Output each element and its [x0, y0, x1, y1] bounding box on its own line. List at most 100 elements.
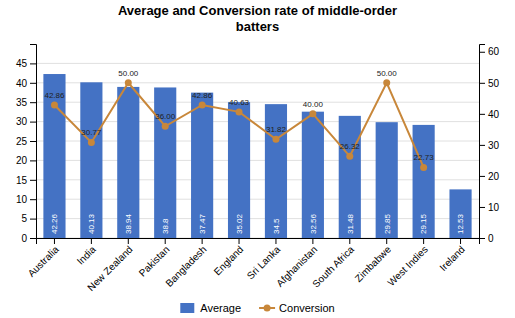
tick-label: 45 — [16, 58, 28, 69]
data-label: 38.8 — [161, 218, 170, 234]
tick: Bangladesh — [163, 238, 208, 289]
legend-label: Average — [200, 302, 241, 314]
tick: India — [75, 238, 98, 267]
tick: 50 — [479, 78, 500, 89]
data-label: 50.00 — [377, 69, 398, 78]
tick: West Indies — [385, 238, 430, 288]
marker — [420, 164, 427, 171]
data-label: 31.82 — [266, 125, 287, 134]
tick-label: South Africa — [310, 243, 356, 289]
tick-label: Australia — [26, 243, 62, 279]
tick-mark — [30, 63, 36, 64]
tick-label: 40 — [488, 109, 500, 120]
plot: 42.2640.1338.9438.837.4735.0234.532.5631… — [16, 45, 500, 294]
tick: 0 — [21, 233, 36, 244]
data-label: 50.00 — [118, 69, 139, 78]
marker — [236, 108, 243, 115]
tick-mark — [30, 219, 36, 220]
tick-mark — [30, 102, 36, 103]
tick: New Zealand — [85, 238, 134, 293]
legend-label: Conversion — [279, 302, 335, 314]
data-label: 34.5 — [272, 218, 281, 234]
legend-item: Average — [180, 302, 241, 314]
tick-mark — [91, 238, 92, 244]
tick-mark — [479, 83, 485, 84]
tick-label: 0 — [21, 233, 27, 244]
tick-mark — [30, 160, 36, 161]
data-label: 36.00 — [155, 112, 176, 121]
bar — [265, 104, 287, 238]
tick-label: Sri Lanka — [245, 243, 283, 281]
legend-item: Conversion — [259, 302, 335, 314]
data-label: 29.15 — [419, 213, 428, 234]
bar — [228, 102, 250, 238]
tick-mark — [54, 238, 55, 244]
marker — [125, 79, 132, 86]
axis-line — [480, 45, 486, 239]
tick-mark — [30, 180, 36, 181]
tick: 10 — [16, 194, 36, 205]
tick-mark — [423, 238, 424, 244]
marker — [199, 101, 206, 108]
bar — [376, 122, 398, 238]
tick: England — [212, 238, 246, 277]
tick-label: India — [75, 243, 98, 266]
data-label: 42.86 — [192, 91, 213, 100]
tick-mark — [479, 176, 485, 177]
tick-label: New Zealand — [85, 244, 134, 293]
tick-mark — [460, 238, 461, 244]
tick: 40 — [479, 109, 500, 120]
data-label: 42.86 — [44, 91, 65, 100]
x-axis: Australia IndiaNew ZealandPakistanBanglad… — [26, 238, 480, 293]
tick-label: England — [212, 244, 246, 278]
tick: 40 — [16, 78, 36, 89]
marks — [43, 74, 471, 238]
tick-mark — [165, 238, 166, 244]
tick-mark — [128, 238, 129, 244]
data-label: 26.32 — [340, 142, 361, 151]
legend: Average Conversion — [180, 302, 334, 314]
tick-label: 20 — [16, 155, 28, 166]
bar — [154, 87, 176, 238]
data-label: 42.26 — [50, 213, 59, 234]
tick: Pakistan — [137, 238, 172, 279]
bar — [302, 112, 324, 238]
data-label: 31.48 — [346, 213, 355, 234]
tick: 0 — [479, 233, 494, 244]
axis-line — [30, 45, 37, 239]
data-label: 38.94 — [124, 213, 133, 234]
tick-mark — [30, 83, 36, 84]
marker — [88, 139, 95, 146]
bar — [191, 93, 213, 238]
tick-mark — [312, 238, 313, 244]
tick-mark — [479, 145, 485, 146]
marker — [309, 110, 316, 117]
title: Average and Conversion rate of middle-or… — [118, 3, 397, 34]
tick-label: 40 — [16, 78, 28, 89]
tick: Zimbabwe — [353, 238, 394, 284]
data-label: 29.85 — [383, 213, 392, 234]
bar — [80, 82, 102, 238]
data-label: 40.13 — [87, 213, 96, 234]
tick-label: 10 — [16, 194, 28, 205]
legend-swatch — [180, 303, 194, 313]
bar — [43, 74, 65, 238]
tick-label: 30 — [488, 140, 500, 151]
marker — [346, 153, 353, 160]
grid — [36, 63, 479, 238]
tick-label: 50 — [488, 78, 500, 89]
data-label: 22.73 — [414, 153, 435, 162]
tick-label: 20 — [488, 171, 500, 182]
data-labels: 42.2640.1338.9438.837.4735.0234.532.5631… — [44, 69, 465, 234]
data-label: 40.63 — [229, 98, 250, 107]
tick-label: 30 — [16, 116, 28, 127]
bar — [339, 116, 361, 238]
tick: South Africa — [310, 238, 356, 290]
tick-label: 25 — [16, 136, 28, 147]
tick-mark — [349, 238, 350, 244]
tick: 30 — [479, 140, 500, 151]
tick: 30 — [16, 116, 36, 127]
bar — [413, 125, 435, 238]
tick: 10 — [479, 202, 500, 213]
tick-mark — [275, 238, 276, 244]
